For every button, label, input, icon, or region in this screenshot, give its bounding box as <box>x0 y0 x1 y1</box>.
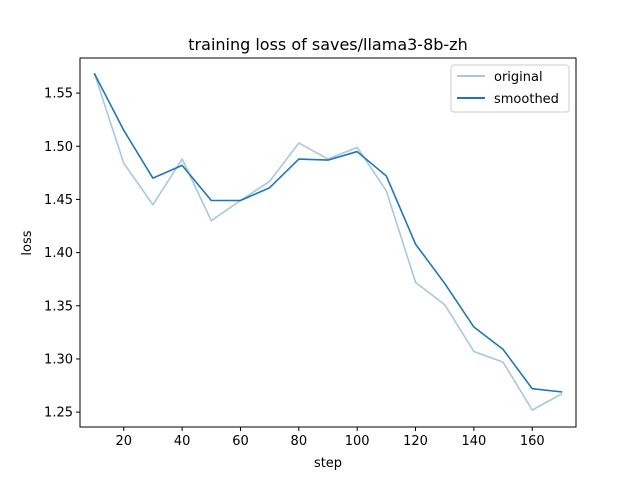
y-tick-label: 1.55 <box>44 87 73 102</box>
x-tick-label: 160 <box>520 434 545 449</box>
y-tick-label: 1.45 <box>44 193 73 208</box>
x-tick-label: 140 <box>461 434 486 449</box>
x-tick-label: 40 <box>174 434 191 449</box>
x-tick-label: 20 <box>115 434 132 449</box>
y-axis-ticks: 1.25 1.30 1.35 1.40 1.45 1.50 1.55 <box>44 87 80 421</box>
y-tick-label: 1.40 <box>44 246 73 261</box>
y-tick-label: 1.35 <box>44 299 73 314</box>
x-tick-label: 80 <box>291 434 308 449</box>
y-tick-label: 1.50 <box>44 140 73 155</box>
y-tick-label: 1.30 <box>44 352 73 367</box>
chart-title: training loss of saves/llama3-8b-zh <box>188 35 467 54</box>
y-tick-label: 1.25 <box>44 406 73 421</box>
x-tick-label: 60 <box>232 434 249 449</box>
x-axis-ticks: 20 40 60 80 100 120 140 160 <box>115 427 545 449</box>
plot-lines <box>93 72 563 411</box>
legend: original smoothed <box>450 64 570 113</box>
y-axis-label: loss <box>20 230 35 255</box>
series-line-smoothed <box>93 72 563 393</box>
x-tick-label: 120 <box>403 434 428 449</box>
plot-frame <box>79 57 577 428</box>
series-line-original <box>93 72 563 411</box>
legend-label-original: original <box>494 70 543 85</box>
legend-label-smoothed: smoothed <box>494 92 559 107</box>
x-axis-label: step <box>314 456 342 471</box>
x-tick-label: 100 <box>345 434 370 449</box>
